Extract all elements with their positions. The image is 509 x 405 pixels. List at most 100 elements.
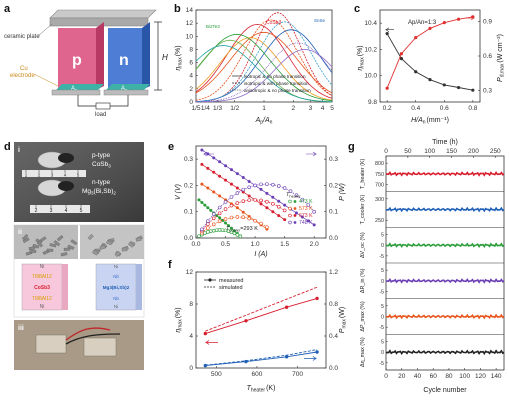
panel-c-annotation: Ap/An=1:3 xyxy=(408,20,437,26)
data-point xyxy=(284,305,289,309)
xtick-label: 0 xyxy=(384,373,388,380)
row-tick-label: 5 xyxy=(381,304,384,310)
power-point xyxy=(241,215,246,220)
ceramic-pointer xyxy=(37,23,53,37)
top-tick-label: 0 xyxy=(384,148,388,155)
ytick-label: 6 xyxy=(189,60,193,67)
power-point xyxy=(208,229,213,233)
leg-piece xyxy=(67,244,75,250)
row-ylabel: Δη_max (%) xyxy=(360,337,366,367)
xtick-label: 60 xyxy=(430,373,438,380)
data-point xyxy=(385,86,389,90)
power-point xyxy=(217,205,222,210)
voltage-point xyxy=(212,170,216,174)
stack-right-layer: Nb xyxy=(113,296,119,301)
xtick-label: 2 xyxy=(291,105,295,112)
panel-e-yticks-left: 0.0 0.1 0.2 0.3 xyxy=(184,156,198,242)
panel-g-rows: 800 750 700 T_heater (K) 300 250 T_cooler (K) 5… xyxy=(360,159,505,367)
label-snse: SnSe xyxy=(314,18,326,23)
voltage-point xyxy=(277,214,281,218)
voltage-point xyxy=(200,182,204,186)
photo-ii-label: ii xyxy=(18,229,22,236)
power-point xyxy=(241,199,246,203)
arrow-left-axis xyxy=(385,27,394,32)
legend-marker-open xyxy=(288,206,292,211)
panel-f-plot xyxy=(203,286,319,368)
voltage-point xyxy=(206,186,210,190)
ruler-label: 4 xyxy=(64,173,67,178)
data-point xyxy=(385,32,389,36)
panel-e-tcooler: Tcooler=293 K xyxy=(226,226,258,232)
leg-piece xyxy=(114,250,121,258)
arrow-right-axis xyxy=(466,15,475,21)
ytick-left-label: 10.0 xyxy=(364,73,377,80)
row-tick-label: -5 xyxy=(379,254,384,260)
ruler-label: 2 xyxy=(38,173,41,178)
photo-i-label: i xyxy=(18,147,20,154)
power-point xyxy=(288,189,293,194)
voltage-point xyxy=(224,221,228,225)
panel-b-xlabel: Ap/An xyxy=(255,117,273,126)
xtick-label: 40 xyxy=(414,373,422,380)
ytick-label: 2 xyxy=(189,86,193,93)
leg-piece xyxy=(29,249,37,254)
p-label: p xyxy=(72,52,82,69)
stack-right-layer: Nb xyxy=(113,274,119,279)
power-point xyxy=(223,217,228,221)
row-tick-label: 0 xyxy=(381,243,384,249)
top-tick-label: 250 xyxy=(490,148,501,155)
ytick-right-label: 0.8 xyxy=(329,301,338,308)
row-tick-label: 800 xyxy=(375,161,384,167)
ruler-top-ticks: 1 2 3 4 5 xyxy=(25,170,80,178)
row-tick-label: 0 xyxy=(381,315,384,321)
xtick-label: 5 xyxy=(330,105,334,112)
series-line xyxy=(205,286,318,332)
photo-iii-label: iii xyxy=(18,325,24,332)
power-point xyxy=(300,197,305,202)
arrow-right-axis xyxy=(306,151,317,157)
stability-trace xyxy=(385,242,505,248)
panel-b-label: b xyxy=(174,3,181,15)
row-ylabel: ΔP_max (%) xyxy=(360,301,366,331)
panel-e-plot xyxy=(197,148,317,239)
voltage-point xyxy=(212,156,216,160)
panel-f-ylabel-right: Pmax(W) xyxy=(339,307,348,333)
power-point xyxy=(259,182,263,187)
data-point xyxy=(428,78,432,82)
panel-c-label: c xyxy=(354,3,360,15)
row-tick-label: -5 xyxy=(379,325,384,331)
panel-f-yticks-left: 0 4 8 12 xyxy=(186,269,198,372)
leg-piece xyxy=(60,252,68,257)
top-tick-label: 150 xyxy=(446,148,457,155)
xtick-label: 3 xyxy=(309,105,313,112)
ytick-left-label: 0 xyxy=(189,365,193,372)
voltage-point xyxy=(200,148,204,152)
xtick-label: 1/5 xyxy=(191,105,200,112)
panel-e-xlabel: I (A) xyxy=(254,251,267,258)
efficiency-curve xyxy=(195,37,333,101)
ytick-left-label: 12 xyxy=(186,269,194,276)
voltage-point xyxy=(271,195,275,199)
efficiency-curve xyxy=(195,31,333,94)
ruler-label: 2 xyxy=(35,208,38,214)
row-ylabel: ΔV_oc (%) xyxy=(360,232,366,258)
data-point xyxy=(284,355,289,359)
xtick-label: 20 xyxy=(398,373,406,380)
xtick-label: 1/4 xyxy=(201,105,210,112)
xtick-label: 100 xyxy=(459,373,470,380)
panel-e-xticks: 0.0 0.5 1.0 1.5 2.0 xyxy=(191,236,319,248)
panel-d: d i p-type CoSb3 n-type Mg3(Bi,Sb)2 1 2 3 4… xyxy=(4,141,145,370)
data-point xyxy=(315,350,319,354)
voltage-point xyxy=(200,201,204,205)
panel-c-xticks: 0.2 0.4 0.6 0.8 xyxy=(383,100,478,112)
stack-right-labels: Ni Nb Mg3(Bi,Sb)2 Nb Ni xyxy=(103,264,130,309)
power-point xyxy=(253,183,257,188)
stack-left-layer: Ni xyxy=(40,304,45,310)
legend-marker-filled xyxy=(293,200,297,203)
xtick-label: 1/2 xyxy=(230,105,239,112)
ceramic-label: ceramic plate xyxy=(4,34,40,40)
stack-left-labels: Ni Ti88Al12 CoSb3 Ti88Al12 Ni xyxy=(32,264,52,310)
stack-left xyxy=(21,263,63,311)
xtick-label: 1.0 xyxy=(251,241,260,248)
ruler-bottom-ticks: 2 3 4 5 xyxy=(35,205,83,214)
